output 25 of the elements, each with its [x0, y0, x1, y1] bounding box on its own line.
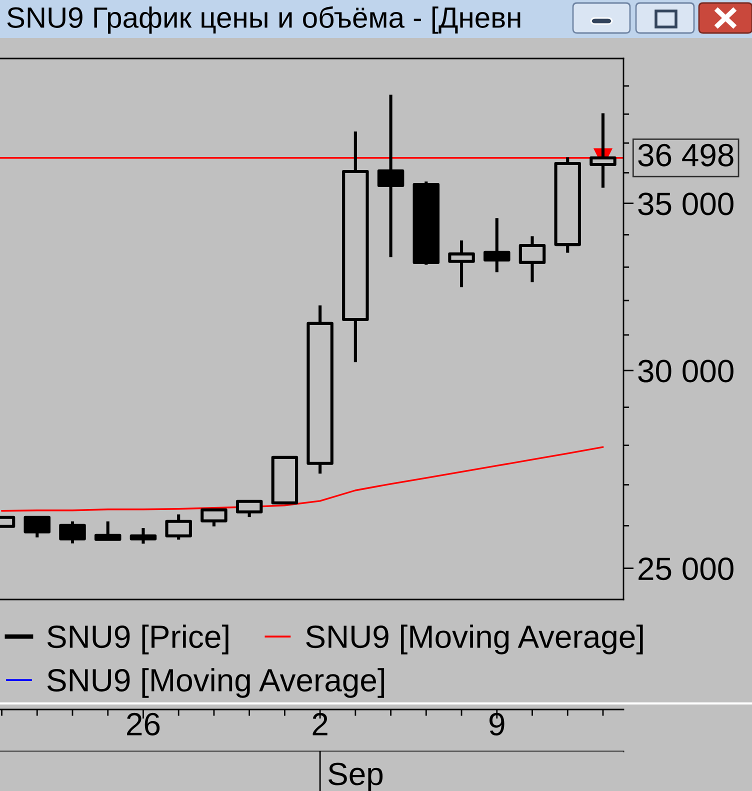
y-tick-label: 25 000	[638, 558, 734, 580]
candlestick	[165, 514, 192, 540]
candlestick	[59, 521, 86, 544]
legend-label: SNU9 [Price]	[47, 624, 228, 654]
legend-label: SNU9 [Moving Average]	[47, 668, 384, 698]
x-tick-label: 2	[312, 712, 328, 736]
y-tick-label: 35 000	[638, 192, 734, 216]
candlestick	[377, 94, 404, 258]
candlestick	[518, 236, 546, 282]
candlestick	[94, 521, 122, 541]
y-tick-label: 30 000	[638, 360, 734, 382]
ref-line-label: 36 498	[638, 144, 734, 166]
line-series	[0, 446, 604, 512]
candlestick	[590, 113, 616, 188]
candlestick	[200, 508, 228, 526]
candlestick	[236, 500, 263, 518]
legend-label: SNU9 [Moving Average]	[306, 624, 643, 654]
x-tick-label: 9	[490, 712, 504, 736]
x-tick-label: 26	[127, 712, 160, 736]
candlestick	[271, 456, 298, 504]
candlestick	[484, 218, 510, 272]
candlestick	[130, 528, 157, 544]
candlestick	[24, 516, 51, 538]
candlestick	[448, 240, 475, 288]
chart-title: SNU9 График цены и объёма - [Дневн	[7, 6, 520, 34]
